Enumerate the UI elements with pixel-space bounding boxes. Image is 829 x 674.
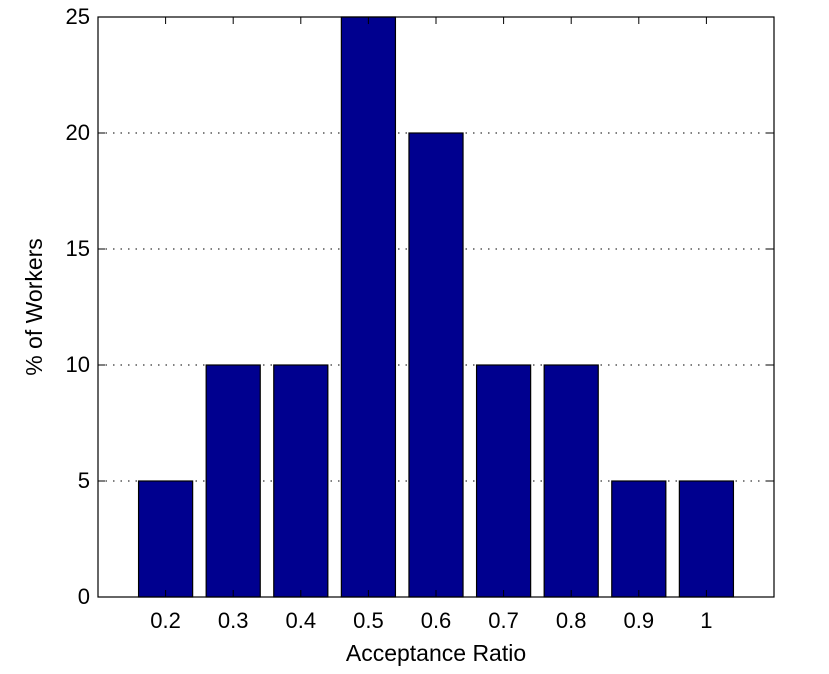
y-tick-label: 15 [66,236,90,261]
ticks [98,16,774,598]
bar [475,364,532,598]
y-tick-label: 0 [78,584,90,609]
bar [205,364,261,598]
x-tick-label: 1 [700,608,712,633]
x-tick-label: 0.2 [150,608,181,633]
x-tick-label: 0.7 [488,608,519,633]
bar [340,16,397,598]
bar [543,364,599,598]
y-axis-title: % of Workers [21,238,47,376]
x-tick-label: 0.5 [353,608,384,633]
bar [408,132,464,598]
x-tick-labels: 0.2 0.3 0.4 0.5 0.6 0.7 0.8 0.9 1 [150,608,712,633]
x-axis-title: Acceptance Ratio [346,640,526,666]
x-tick-label: 0.4 [286,608,317,633]
bar [273,364,329,598]
y-tick-label: 20 [66,120,90,145]
bar [611,480,667,598]
bar [678,480,735,598]
x-tick-label: 0.6 [421,608,452,633]
x-tick-label: 0.9 [624,608,655,633]
x-tick-label: 0.8 [556,608,587,633]
bars [137,16,735,598]
x-tick-label: 0.3 [218,608,249,633]
bar [137,480,194,598]
y-tick-labels: 0 5 10 15 20 25 [66,4,90,609]
y-tick-label: 5 [78,468,90,493]
y-tick-label: 10 [66,352,90,377]
y-tick-label: 25 [66,4,90,29]
